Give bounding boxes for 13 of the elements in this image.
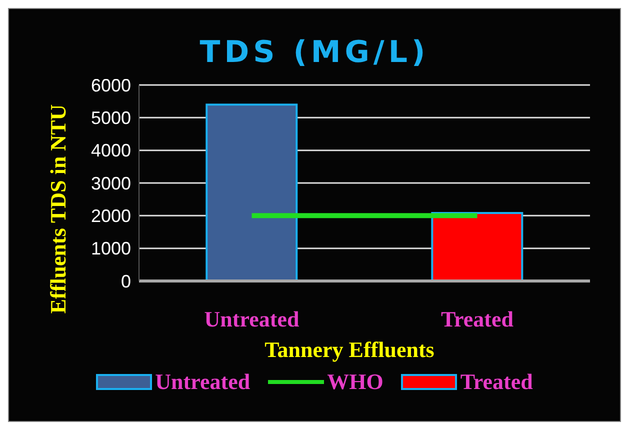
x-axis-title: Tannery Effluents <box>264 337 436 363</box>
y-tick-label: 6000 <box>90 75 131 96</box>
y-tick-label: 5000 <box>90 108 131 128</box>
chart-title: TDS (MG/L) <box>200 35 430 70</box>
y-tick-label: 2000 <box>90 206 131 226</box>
y-axis-title: Effluents TDS in NTU <box>46 104 72 314</box>
y-tick-label: 3000 <box>90 173 131 194</box>
y-tick-label: 4000 <box>90 140 131 161</box>
legend-label: WHO <box>327 369 384 395</box>
legend-label: Treated <box>460 369 533 395</box>
y-tick-label: 0 <box>120 271 131 292</box>
legend-label: Untreated <box>155 369 250 395</box>
y-tick-label: 1000 <box>90 238 131 259</box>
